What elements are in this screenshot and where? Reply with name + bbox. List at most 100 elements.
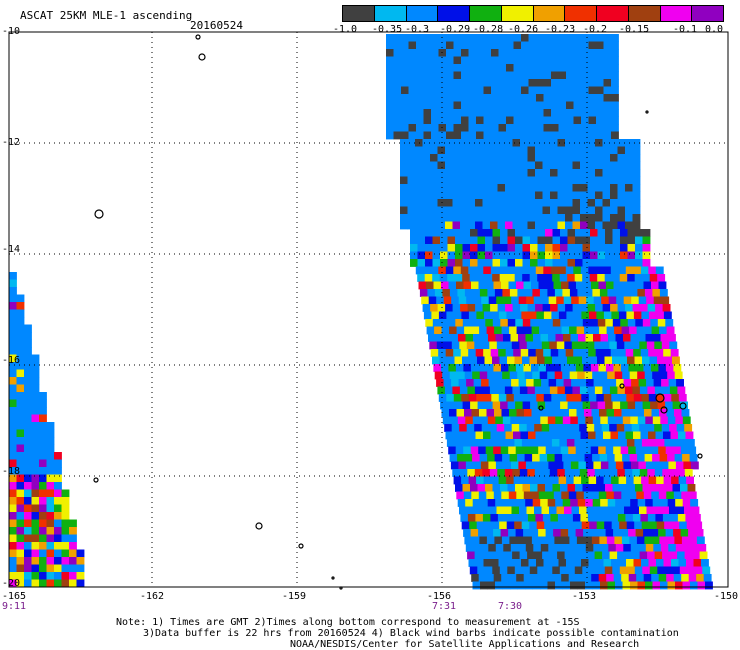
swath-cell: [407, 199, 416, 207]
swath-cell: [592, 289, 601, 297]
swath-cell: [491, 41, 499, 50]
swath-cell: [595, 349, 604, 357]
swath-cell: [482, 169, 491, 177]
swath-cell: [477, 251, 486, 260]
swath-cell: [522, 236, 531, 245]
swath-cell: [495, 334, 504, 342]
swath-cell: [614, 454, 623, 462]
swath-cell: [386, 34, 394, 42]
swath-cell: [541, 296, 550, 305]
swath-cell: [627, 319, 636, 327]
swath-cell: [16, 482, 25, 490]
swath-cell: [483, 559, 492, 567]
swath-cell: [570, 499, 579, 507]
swath-cell: [16, 467, 25, 475]
swath-cell: [507, 244, 516, 252]
swath-cell: [24, 459, 32, 468]
swath-cell: [533, 296, 542, 305]
swath-cell: [489, 551, 498, 560]
swath-cell: [451, 424, 460, 432]
swath-cell: [543, 131, 552, 140]
swath-cell: [558, 41, 567, 50]
swath-cell: [627, 236, 636, 245]
swath-cell: [588, 64, 597, 72]
swath-cell: [465, 334, 474, 342]
swath-cell: [564, 424, 573, 432]
swath-cell: [415, 146, 423, 155]
swath-cell: [456, 281, 464, 290]
swath-cell: [682, 416, 691, 425]
swath-cell: [440, 251, 448, 260]
swath-cell: [31, 384, 40, 393]
swath-cell: [408, 86, 417, 95]
swath-cell: [655, 349, 664, 357]
swath-cell: [588, 124, 597, 132]
swath-cell: [468, 311, 477, 320]
swath-cell: [490, 514, 499, 522]
swath-cell: [590, 446, 599, 455]
swath-cell: [461, 41, 469, 50]
swath-cell: [482, 199, 491, 207]
swath-cell: [530, 529, 539, 537]
swath-cell: [536, 116, 544, 125]
swath-cell: [475, 139, 483, 147]
swath-cell: [513, 311, 522, 320]
swath-cell: [498, 79, 507, 87]
swath-cell: [505, 154, 513, 162]
swath-cell: [439, 356, 448, 365]
swath-cell: [54, 534, 62, 543]
island-outline: [679, 402, 687, 410]
swath-cell: [521, 34, 529, 42]
swath-cell: [9, 519, 17, 528]
swath-cell: [512, 551, 520, 560]
swath-cell: [611, 41, 619, 50]
swath-cell: [521, 56, 529, 65]
swath-cell: [641, 439, 650, 447]
swath-cell: [523, 364, 532, 372]
swath-cell: [16, 362, 25, 370]
swath-cell: [566, 124, 574, 132]
product-title: ASCAT 25KM MLE-1 ascending: [20, 9, 193, 22]
swath-cell: [635, 446, 644, 455]
swath-cell: [453, 64, 462, 72]
swath-cell: [464, 409, 472, 417]
swath-cell: [607, 581, 616, 590]
lon-label-153: -153: [572, 591, 597, 602]
swath-cell: [513, 431, 521, 440]
swath-cell: [460, 349, 469, 357]
swath-cell: [586, 506, 595, 515]
swath-cell: [532, 416, 541, 425]
swath-cell: [596, 86, 604, 95]
swath-cell: [491, 476, 499, 485]
swath-cell: [613, 529, 621, 537]
swath-cell: [576, 536, 585, 545]
swath-cell: [443, 379, 452, 387]
swath-cell: [446, 109, 454, 117]
legend-tick-label: -0.35: [372, 24, 403, 35]
swath-cell: [580, 514, 589, 522]
swath-cell: [591, 574, 600, 582]
swath-cell: [31, 534, 40, 543]
swath-cell: [431, 86, 439, 95]
swath-cell: [639, 551, 648, 560]
swath-cell: [633, 266, 642, 275]
swath-cell: [522, 229, 531, 237]
swath-cell: [595, 191, 603, 200]
swath-cell: [620, 251, 628, 260]
swath-cell: [635, 236, 643, 245]
swath-cell: [431, 56, 439, 65]
swath-cell: [24, 467, 32, 475]
swath-cell: [586, 296, 595, 305]
swath-cell: [61, 527, 70, 535]
swath-cell: [61, 557, 70, 565]
swath-cell: [463, 281, 472, 290]
swath-cell: [417, 274, 426, 282]
swath-cell: [534, 386, 543, 395]
swath-cell: [611, 79, 619, 87]
swath-cell: [482, 139, 491, 147]
swath-cell: [606, 574, 615, 582]
swath-cell: [702, 566, 711, 575]
swath-cell: [502, 416, 511, 425]
swath-cell: [515, 446, 524, 455]
swath-cell: [16, 324, 25, 333]
